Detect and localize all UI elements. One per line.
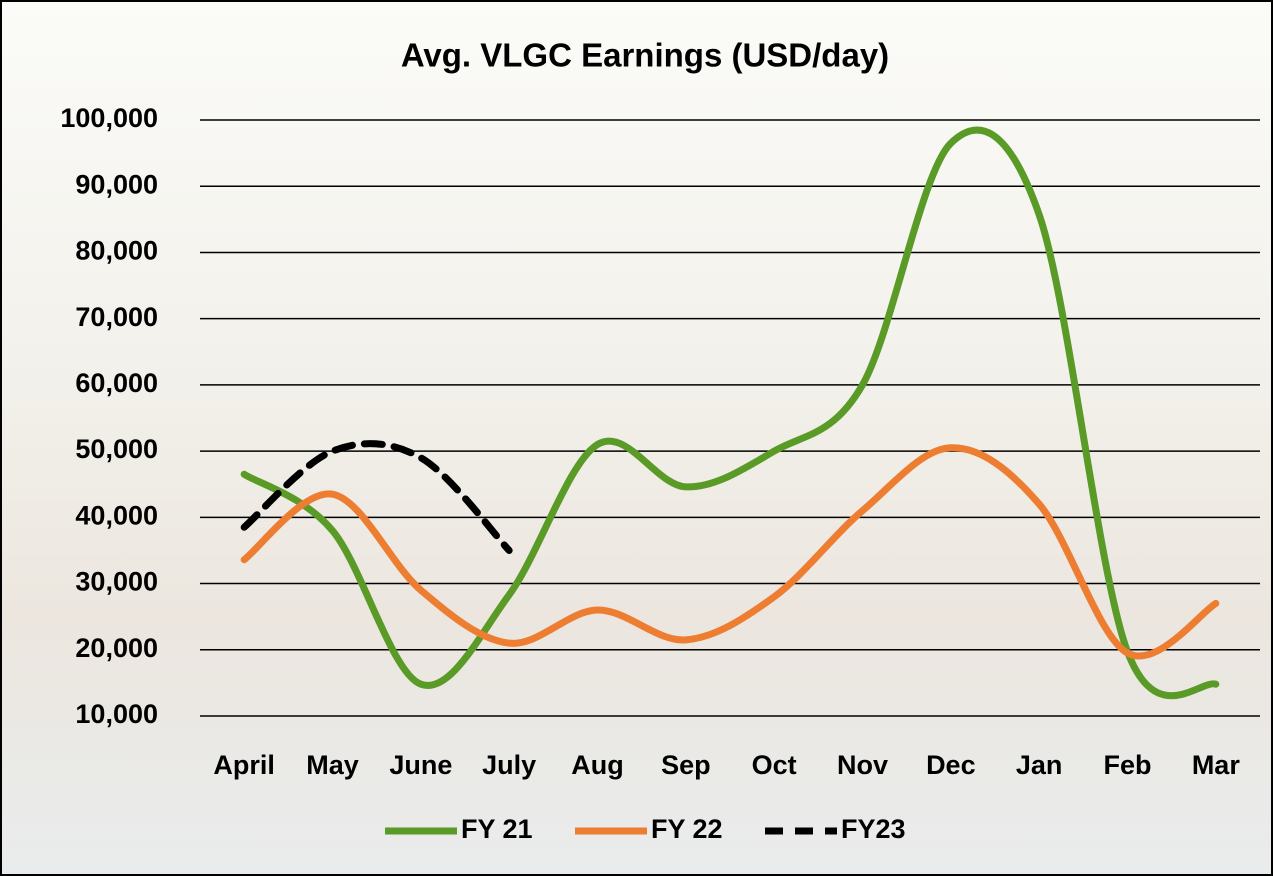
y-tick-label: 10,000	[75, 699, 158, 729]
y-tick-label: 100,000	[60, 103, 158, 133]
x-tick-label: April	[213, 750, 275, 780]
y-tick-label: 70,000	[75, 302, 158, 332]
y-tick-label: 60,000	[75, 368, 158, 398]
chart-title: Avg. VLGC Earnings (USD/day)	[401, 37, 889, 74]
legend-label: FY 22	[651, 814, 723, 844]
x-tick-label: June	[389, 750, 452, 780]
x-tick-label: May	[306, 750, 359, 780]
y-tick-label: 30,000	[75, 567, 158, 597]
y-tick-label: 50,000	[75, 434, 158, 464]
x-tick-label: Oct	[752, 750, 797, 780]
y-tick-label: 80,000	[75, 236, 158, 266]
x-tick-label: Sep	[661, 750, 711, 780]
y-tick-label: 40,000	[75, 500, 158, 530]
x-tick-label: Mar	[1192, 750, 1241, 780]
x-tick-label: Aug	[571, 750, 623, 780]
y-tick-label: 90,000	[75, 169, 158, 199]
chart: Avg. VLGC Earnings (USD/day) 10,000 20,00…	[0, 0, 1273, 876]
x-tick-label: Feb	[1103, 750, 1151, 780]
y-tick-label: 20,000	[75, 633, 158, 663]
legend-label: FY23	[841, 814, 906, 844]
legend-label: FY 21	[461, 814, 533, 844]
x-tick-label: Dec	[926, 750, 976, 780]
x-tick-label: Nov	[837, 750, 888, 780]
x-tick-label: July	[482, 750, 536, 780]
x-tick-label: Jan	[1016, 750, 1063, 780]
